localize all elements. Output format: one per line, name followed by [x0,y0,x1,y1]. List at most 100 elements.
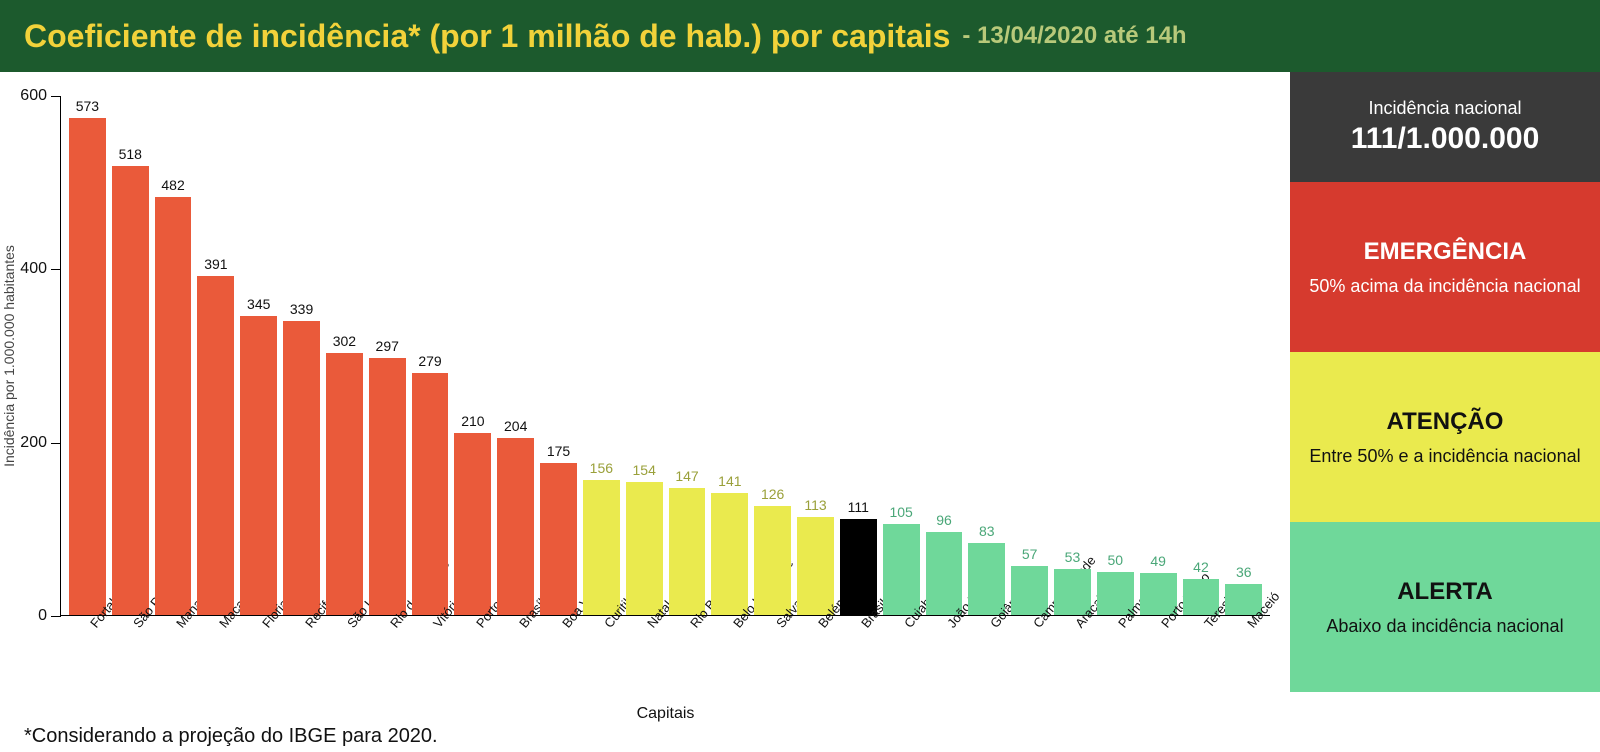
bar-value-label: 141 [718,473,741,489]
bar-rio-de-janeiro: 297Rio de Janeiro [369,96,406,615]
bar [197,276,234,615]
bar [754,506,791,615]
bar [797,517,834,615]
bar-macei-: 36Maceió [1225,96,1262,615]
bar-value-label: 147 [675,468,698,484]
bar-value-label: 482 [161,177,184,193]
bar-value-label: 302 [333,333,356,349]
bar-brasil: 111Brasil [840,96,877,615]
y-tick [51,269,61,270]
bar-bras-lia: 204Brasília [497,96,534,615]
bar-campo-grande: 57Campo Grande [1011,96,1048,615]
bar-value-label: 210 [461,413,484,429]
bar-florian-polis: 345Florianópolis [240,96,277,615]
bar-s-o-lu-s: 302São Luís [326,96,363,615]
bar [540,463,577,615]
bar-value-label: 297 [376,338,399,354]
bar [454,433,491,615]
bar-value-label: 113 [804,497,826,513]
bar-value-label: 573 [76,98,99,114]
bar-recife: 339Recife [283,96,320,615]
legend-national-line2: 111/1.000.000 [1351,120,1540,158]
y-tick-label: 600 [20,87,47,105]
legend-attention-title: ATENÇÃO [1387,407,1504,437]
bar-porto-velho: 49Porto Velho [1140,96,1177,615]
legend-national-line1: Incidência nacional [1368,97,1521,120]
legend-alert: ALERTA Abaixo da incidência nacional [1290,522,1600,692]
legend-national: Incidência nacional 111/1.000.000 [1290,72,1600,182]
y-tick-label: 0 [38,607,47,625]
bars-container: 573Fortaleza518São Paulo482Manaus391Maca… [61,96,1270,615]
y-tick [51,443,61,444]
bar-value-label: 83 [979,523,995,539]
bar [283,321,320,615]
bar-s-o-paulo: 518São Paulo [112,96,149,615]
chart-pane: Incidência por 1.000.000 habitantes 573F… [0,72,1290,724]
bar [240,316,277,615]
bar-macap-: 391Macapá [197,96,234,615]
footnote: *Considerando a projeção do IBGE para 20… [24,725,438,748]
slide-title: Coeficiente de incidência* (por 1 milhão… [24,18,950,55]
bar [669,488,706,615]
legend-pane: Incidência nacional 111/1.000.000 EMERGÊ… [1290,72,1600,724]
bar [412,373,449,615]
y-axis-label: Incidência por 1.000.000 habitantes [1,245,17,467]
bar-value-label: 126 [761,486,784,502]
bar [926,532,963,615]
bar [840,519,877,615]
bar-curitiba: 156Curitiba [583,96,620,615]
bar-teresina: 42Teresina [1183,96,1220,615]
bar-value-label: 156 [590,460,613,476]
bar-goi-nia: 83Goiânia [968,96,1005,615]
bar [626,482,663,615]
bar-value-label: 50 [1108,552,1124,568]
bar [369,358,406,615]
bar-belo-horizonte: 141Belo Horizonte [711,96,748,615]
bar-value-label: 42 [1193,559,1209,575]
y-tick-label: 200 [20,434,47,452]
bar [326,353,363,615]
slide-header: Coeficiente de incidência* (por 1 milhão… [0,0,1600,72]
bar-value-label: 49 [1150,553,1166,569]
legend-emergency-sub: 50% acima da incidência nacional [1309,275,1580,298]
slide-body: Incidência por 1.000.000 habitantes 573F… [0,72,1600,724]
bar-vit-ria: 279Vitória [412,96,449,615]
bar [583,480,620,615]
bar-rio-branco: 147Rio Branco [669,96,706,615]
bar [883,524,920,615]
y-tick-label: 400 [20,260,47,278]
bar-value-label: 175 [547,443,570,459]
bar [711,493,748,615]
legend-alert-title: ALERTA [1397,577,1493,607]
bar-jo-o-pessoa: 96João Pessoa [926,96,963,615]
bar-aracaju: 53Aracaju [1054,96,1091,615]
bar-boa-vista: 175Boa Vista [540,96,577,615]
bar-porto-alegre: 210Porto Alegre [454,96,491,615]
bar-natal: 154Natal [626,96,663,615]
bar-cuiab-: 105Cuiabá [883,96,920,615]
legend-attention-sub: Entre 50% e a incidência nacional [1309,445,1580,468]
slide-date: - 13/04/2020 até 14h [962,22,1186,50]
bar-fortaleza: 573Fortaleza [69,96,106,615]
legend-emergency: EMERGÊNCIA 50% acima da incidência nacio… [1290,182,1600,352]
bar-value-label: 96 [936,512,952,528]
bar [497,438,534,615]
bar [155,197,192,615]
dashboard-slide: Coeficiente de incidência* (por 1 milhão… [0,0,1600,752]
bar [69,118,106,615]
legend-attention: ATENÇÃO Entre 50% e a incidência naciona… [1290,352,1600,522]
legend-emergency-title: EMERGÊNCIA [1364,237,1527,267]
bar-salvador: 126Salvador [754,96,791,615]
bar-value-label: 105 [889,504,912,520]
y-tick [51,616,61,617]
bar-palmas: 50Palmas [1097,96,1134,615]
bar-value-label: 53 [1065,549,1081,565]
bar-bel-m: 113Belém [797,96,834,615]
bar-value-label: 518 [119,146,142,162]
bar-value-label: 57 [1022,546,1038,562]
bar-value-label: 339 [290,301,313,317]
bar-value-label: 111 [848,499,869,515]
bar-value-label: 391 [204,256,227,272]
x-axis-label: Capitais [637,705,695,723]
bar-chart: Incidência por 1.000.000 habitantes 573F… [60,96,1270,616]
